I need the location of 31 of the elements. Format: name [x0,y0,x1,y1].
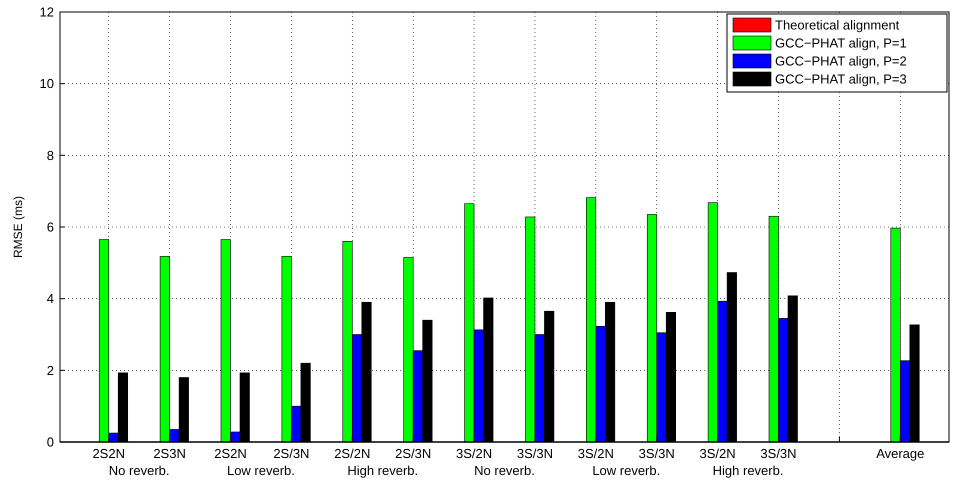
y-axis-title: RMSE (ms) [11,196,25,258]
y-tick-label: 0 [46,434,54,450]
y-tick-label: 10 [40,76,54,92]
x-tick-label: 3S/2N [456,446,492,461]
text: High reverb. [347,463,418,478]
y-tick-label: 6 [46,220,54,235]
x-tick-label: Average [876,446,924,461]
y-tick-label: 8 [46,148,54,163]
text: No reverb. [108,463,170,478]
y-tick-label: 4 [46,291,54,306]
x-tick-label: 3S/3N [760,446,797,461]
legend-label: GCC−PHAT align, P=2 [775,54,907,69]
legend-label: Theoretical alignment [775,18,900,33]
x-tick-label: 2S3N [153,446,186,461]
x-tick-label: 3S/3N [516,446,554,461]
x-tick-label: 3S/3N [638,446,675,461]
x-tick-label: 2S/2N [334,446,370,461]
text: No reverb. [474,463,535,478]
x-tick-label: 2S2N [92,446,125,461]
y-tick-label: 2 [46,362,54,378]
y-tick-label: 12 [40,4,54,20]
text: High reverb. [712,463,784,478]
x-tick-label: 3S/2N [700,446,736,461]
x-tick-label: 2S/3N [395,446,432,461]
x-tick-label: 2S2N [214,446,247,461]
legend-label: GCC−PHAT align, P=1 [775,36,907,51]
legend-label: GCC−PHAT align, P=3 [775,72,907,87]
text: Low reverb. [226,463,295,478]
x-tick-label: 3S/2N [578,446,614,461]
x-tick-label: 2S/3N [273,446,310,461]
text: Low reverb. [592,463,660,478]
